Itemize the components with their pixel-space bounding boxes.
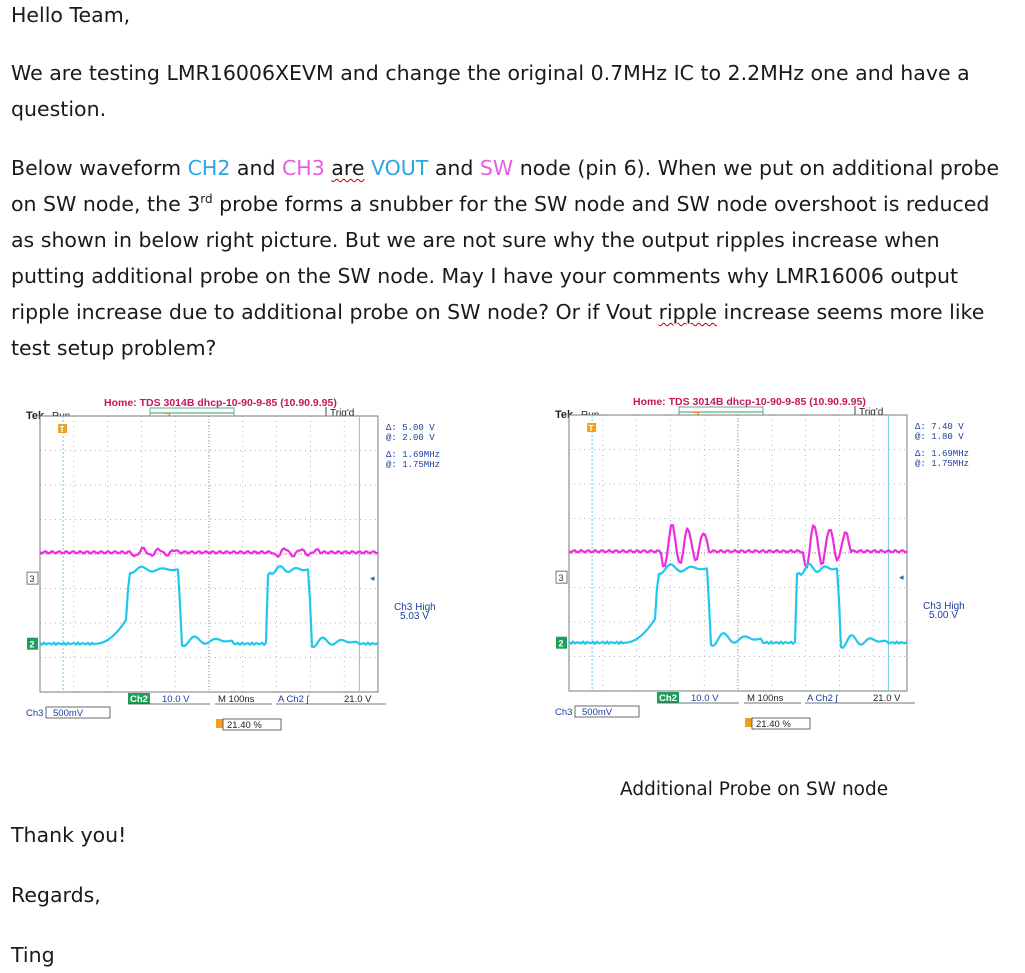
- vout-ch3-trace: [39, 546, 379, 558]
- trig-pos-value: 21.40 %: [756, 719, 791, 730]
- ch2-status-label: Ch2: [130, 694, 148, 705]
- ch3-text: CH3: [281, 156, 325, 180]
- trigger-marker-label: T: [589, 424, 594, 433]
- sw-ch2-trace: [39, 564, 379, 648]
- trig-pos-icon: [216, 719, 223, 728]
- thanks: Thank you!: [11, 823, 127, 847]
- trigger-level: 21.0 V: [344, 694, 372, 705]
- ch2-scale: 10.0 V: [162, 694, 190, 705]
- para2-line5: ripple increase due to additional probe …: [11, 300, 985, 324]
- ch2-status-chip: [128, 693, 150, 704]
- trigger-position-icon: ¬: [693, 407, 699, 419]
- spellcheck-word-ripple: ripple: [658, 300, 718, 324]
- ch3-marker: [555, 570, 568, 584]
- ch3-marker-label: 3: [559, 573, 564, 583]
- ch3-high-label: Ch3 High: [923, 601, 965, 612]
- at-f-readout: @: 1.75MHz: [915, 459, 969, 469]
- regards: Regards,: [11, 883, 101, 907]
- scope-screenshot-left: Home: TDS 3014B dhcp-10-90-9-85 (10.90.9…: [26, 394, 496, 740]
- at-v-readout: @: 1.80 V: [915, 432, 964, 442]
- ch3-scale-box: [45, 706, 111, 719]
- ch3-high-value: 5.00 V: [929, 610, 958, 621]
- trigger-position-icon: ¬: [164, 408, 170, 420]
- trigd-label: Trig'd: [859, 407, 883, 418]
- ch3-scale: 500mV: [582, 707, 613, 718]
- ch3-high-label: Ch3 High: [394, 602, 436, 613]
- trigger-level: 21.0 V: [873, 693, 901, 704]
- vout-ch3-trace: [568, 524, 908, 569]
- sw-text: SW: [479, 156, 514, 180]
- ch3-marker-label: 3: [30, 574, 35, 584]
- delta-v-readout: Δ: 7.40 V: [915, 422, 964, 432]
- para2-line2: on SW node, the 3rd probe forms a snubbe…: [11, 192, 990, 216]
- scope-screenshot-right: Home: TDS 3014B dhcp-10-90-9-85 (10.90.9…: [555, 393, 1025, 745]
- para2-line4: putting additional probe on the SW node.…: [11, 264, 959, 288]
- trig-pos-icon: [745, 718, 752, 727]
- ch3-scale: 500mV: [53, 708, 84, 719]
- delta-v-readout: Δ: 5.00 V: [386, 423, 435, 433]
- delta-f-readout: Δ: 1.69MHz: [386, 450, 440, 460]
- at-v-readout: @: 2.00 V: [386, 433, 435, 443]
- ch3-high-value: 5.03 V: [400, 611, 429, 622]
- trig-pos-value: 21.40 %: [227, 720, 262, 731]
- trigd-label: Trig'd: [330, 408, 354, 419]
- ch2-scale: 10.0 V: [691, 693, 719, 704]
- level-arrow: ◂: [899, 572, 904, 582]
- ch2-marker-label: 2: [559, 639, 564, 649]
- timebase: M 100ns: [747, 693, 784, 704]
- scope-header: Home: TDS 3014B dhcp-10-90-9-85 (10.90.9…: [633, 396, 866, 408]
- para2-line6: test setup problem?: [11, 336, 217, 360]
- para1-line2: question.: [11, 97, 107, 121]
- para2-line1: Below waveform CH2 and CH3 are VOUT and …: [11, 156, 1000, 180]
- ch3-status-label: Ch3: [555, 707, 572, 718]
- at-f-readout: @: 1.75MHz: [386, 460, 440, 470]
- trigger-source: A Ch2 ʃ: [278, 694, 310, 705]
- spellcheck-word-are: are: [331, 156, 365, 180]
- trigger-marker-label: T: [60, 425, 65, 434]
- timebase: M 100ns: [218, 694, 255, 705]
- para1-line1: We are testing LMR16006XEVM and change t…: [11, 61, 970, 85]
- ch2-marker: [27, 637, 38, 650]
- ch3-status-label: Ch3: [26, 708, 43, 719]
- scope-header: Home: TDS 3014B dhcp-10-90-9-85 (10.90.9…: [104, 397, 337, 409]
- scope-caption: Additional Probe on SW node: [620, 778, 889, 800]
- ch2-status-chip: [657, 692, 679, 703]
- ch2-marker: [556, 636, 567, 649]
- trig-pos-box: [751, 717, 811, 730]
- ch3-marker: [26, 571, 39, 585]
- ch2-status-label: Ch2: [659, 693, 677, 704]
- trigger-marker: [587, 423, 597, 432]
- greeting: Hello Team,: [11, 3, 131, 27]
- signature-name: Ting: [11, 943, 55, 967]
- trigger-source: A Ch2 ʃ: [807, 693, 839, 704]
- ch2-marker-label: 2: [30, 640, 35, 650]
- trig-pos-box: [222, 718, 282, 731]
- ch3-scale-box: [574, 705, 640, 718]
- delta-f-readout: Δ: 1.69MHz: [915, 449, 969, 459]
- trigger-marker: [58, 424, 68, 433]
- sw-ch2-trace: [568, 562, 908, 649]
- vout-text: VOUT: [370, 156, 429, 180]
- ch2-text: CH2: [187, 156, 231, 180]
- para2-line3: as shown in below right picture. But we …: [11, 228, 940, 252]
- level-arrow: ◂: [370, 573, 375, 583]
